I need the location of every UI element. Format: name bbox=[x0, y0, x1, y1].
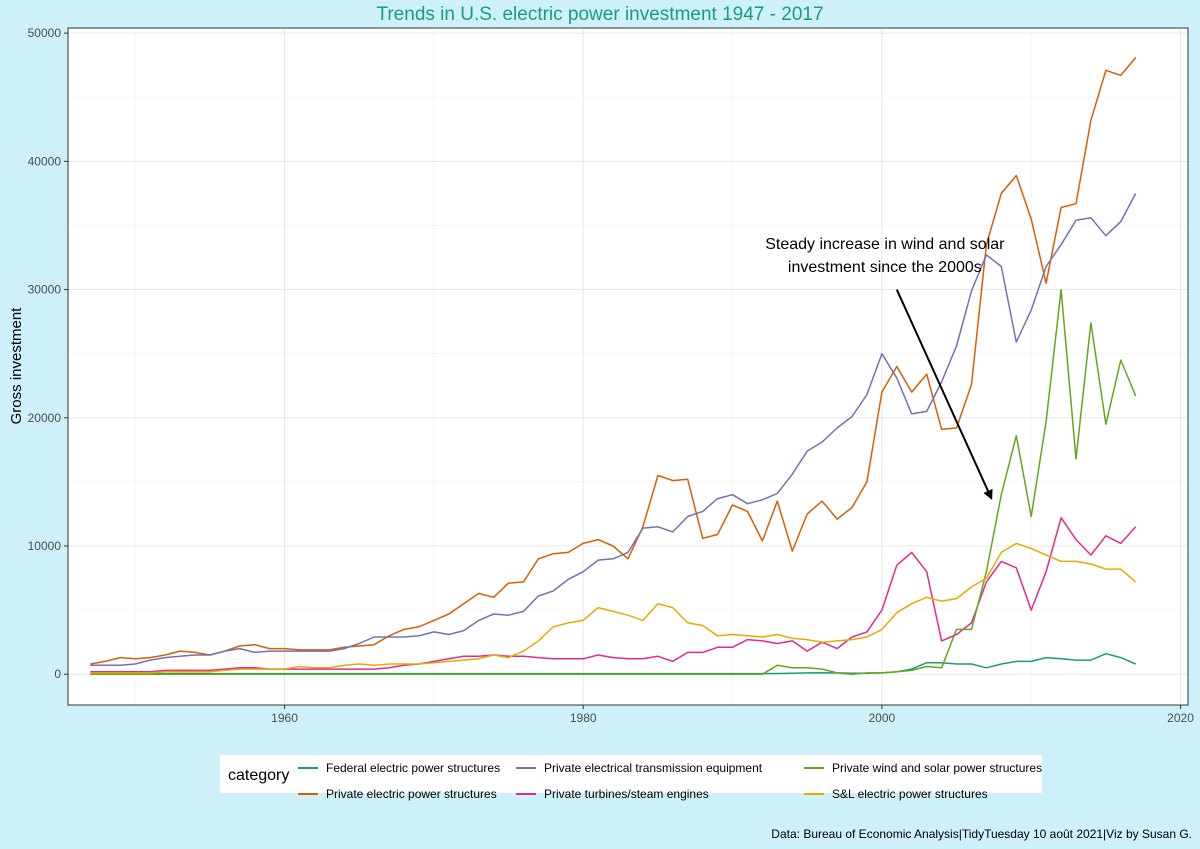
legend-item: Private electrical transmission equipmen… bbox=[516, 761, 762, 775]
legend-label: Private turbines/steam engines bbox=[544, 787, 709, 801]
caption: Data: Bureau of Economic Analysis|TidyTu… bbox=[771, 827, 1192, 841]
legend-item: Private wind and solar power structures bbox=[804, 761, 1042, 775]
legend-label: Private electric power structures bbox=[326, 787, 497, 801]
y-tick-label: 40000 bbox=[28, 154, 62, 168]
annotation-text: Steady increase in wind and solar bbox=[765, 236, 1005, 253]
series-line-private-electric-power-structures bbox=[90, 57, 1137, 665]
legend-key bbox=[804, 767, 824, 769]
y-tick-label: 10000 bbox=[28, 539, 62, 553]
legend: category Federal electric power structur… bbox=[220, 755, 1042, 801]
legend-key bbox=[516, 793, 536, 795]
legend-label: S&L electric power structures bbox=[832, 787, 988, 801]
series-line-s-l-electric-power-structures bbox=[90, 542, 1137, 674]
legend-label: Federal electric power structures bbox=[326, 761, 501, 775]
legend-item: S&L electric power structures bbox=[804, 787, 988, 801]
plot-border bbox=[67, 27, 1189, 706]
x-tick-label: 1980 bbox=[570, 711, 597, 725]
legend-item: Private electric power structures bbox=[298, 787, 497, 801]
legend-label: Private electrical transmission equipmen… bbox=[544, 761, 763, 775]
x-tick-label: 2020 bbox=[1167, 711, 1194, 725]
tick-layer: 1960 1980 2000 2020 0 10000 20000 30000 40000 500… bbox=[28, 26, 1195, 725]
legend-item: Federal electric power structures bbox=[298, 761, 500, 775]
series-line-private-wind-and-solar-power-structures bbox=[90, 288, 1137, 675]
x-tick-label: 1960 bbox=[271, 711, 298, 725]
series-layer bbox=[90, 57, 1137, 675]
grid-layer bbox=[68, 28, 1188, 705]
series-line-private-electrical-transmission-equipment bbox=[90, 193, 1137, 667]
y-tick-label: 0 bbox=[54, 667, 61, 681]
annotation-arrow bbox=[895, 289, 993, 501]
legend-key bbox=[516, 767, 536, 769]
legend-item: Private turbines/steam engines bbox=[516, 787, 709, 801]
legend-title: category bbox=[228, 767, 290, 784]
legend-key bbox=[298, 767, 318, 769]
legend-key bbox=[298, 793, 318, 795]
chart-title: Trends in U.S. electric power investment… bbox=[376, 4, 824, 25]
x-tick-label: 2000 bbox=[869, 711, 896, 725]
y-tick-label: 30000 bbox=[28, 283, 62, 297]
annotation-layer: Steady increase in wind and solar investm… bbox=[765, 236, 1005, 501]
y-tick-label: 50000 bbox=[28, 26, 62, 40]
y-axis-title: Gross investment bbox=[8, 307, 25, 425]
plot-panel bbox=[68, 28, 1188, 705]
y-tick-label: 20000 bbox=[28, 411, 62, 425]
annotation-text: investment since the 2000s bbox=[788, 259, 982, 276]
legend-key bbox=[804, 793, 824, 795]
legend-label: Private wind and solar power structures bbox=[832, 761, 1043, 775]
